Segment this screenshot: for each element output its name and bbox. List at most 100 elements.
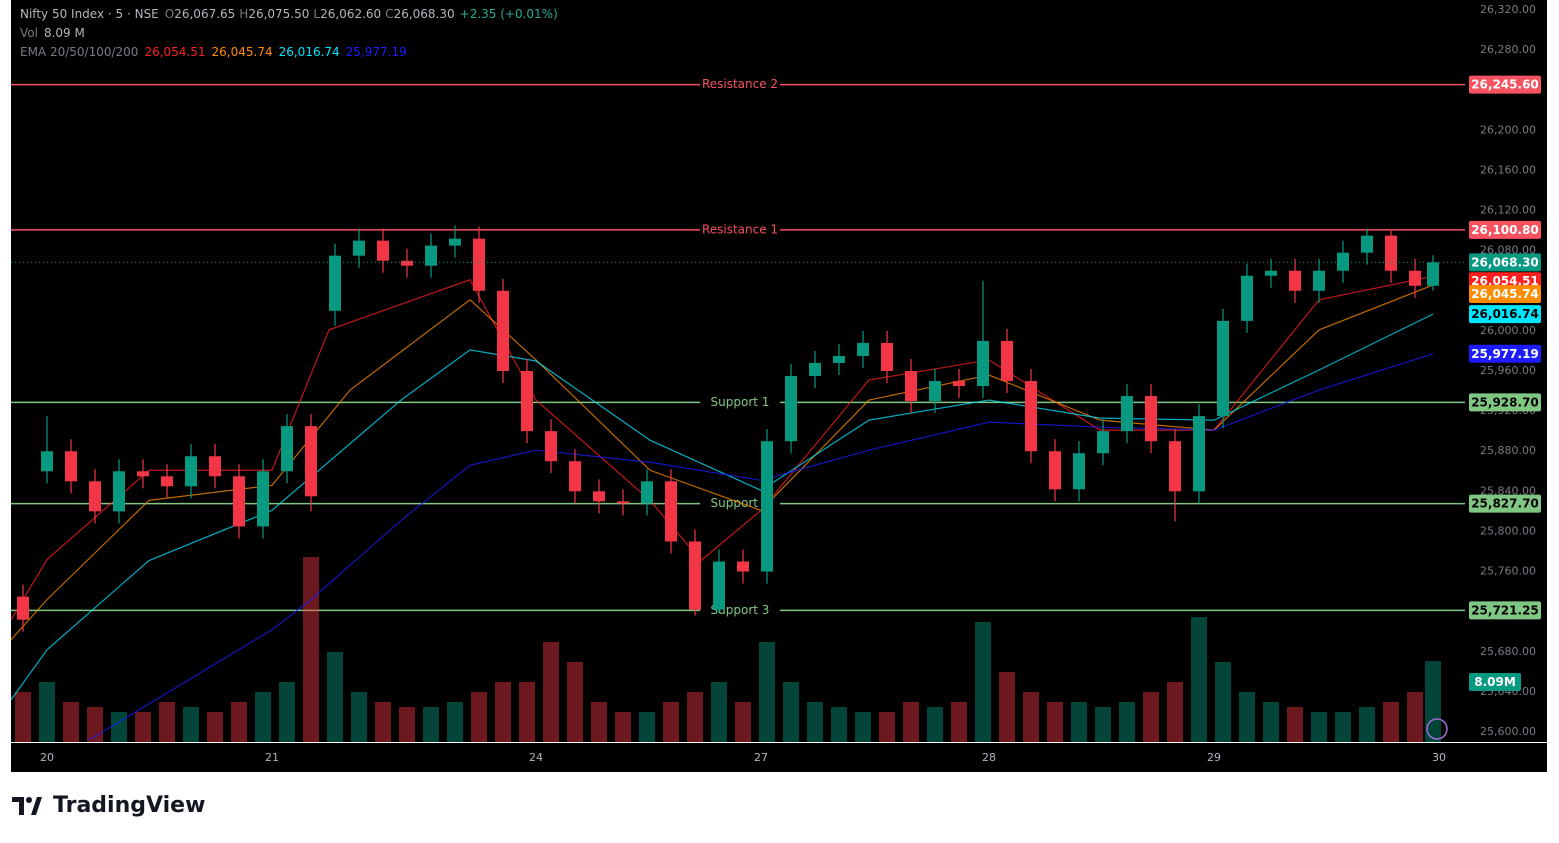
candle-body — [953, 381, 965, 387]
last-price-badge: 26,068.30 — [1471, 255, 1539, 269]
ohlc-key: H — [239, 7, 248, 21]
candle-body — [521, 371, 533, 432]
volume-bar — [903, 702, 919, 742]
level-label-bg — [700, 76, 780, 93]
candle-body — [1289, 270, 1301, 291]
candle-body — [1265, 270, 1277, 276]
candle-body — [1241, 275, 1253, 321]
level-badge: 25,928.70 — [1471, 395, 1539, 409]
y-tick-label: 25,600.00 — [1480, 725, 1536, 738]
level-badge-bg — [1469, 601, 1541, 620]
volume-bar — [735, 702, 751, 742]
candle-body — [1049, 451, 1061, 490]
tradingview-logo — [12, 797, 42, 815]
vol-value: 8.09 M — [44, 26, 85, 40]
candle-body — [1337, 252, 1349, 271]
volume-bar — [231, 702, 247, 742]
volume-bar — [711, 682, 727, 742]
level-label-bg — [700, 394, 780, 411]
volume-bar — [303, 557, 319, 742]
volume-bar — [183, 707, 199, 742]
volume-bar — [375, 702, 391, 742]
volume-badge: 8.09M — [1474, 675, 1516, 689]
volume-bar — [1095, 707, 1111, 742]
candle-body — [377, 240, 389, 261]
volume-bar — [639, 712, 655, 742]
volume-bar — [1425, 661, 1441, 742]
candle-body — [41, 451, 53, 472]
level-label: Resistance 2 — [702, 77, 778, 91]
candle-body — [1217, 320, 1229, 417]
ema-badge: 25,977.19 — [1471, 347, 1539, 361]
candle-body — [473, 238, 485, 291]
volume-line: Vol 8.09 M — [20, 26, 85, 40]
volume-bar — [399, 707, 415, 742]
candle-body — [977, 340, 989, 387]
level-label-bg — [700, 221, 780, 238]
candle-body — [1097, 431, 1109, 454]
candle-body — [1025, 381, 1037, 452]
volume-bar — [759, 642, 775, 742]
candle-body — [17, 596, 29, 620]
change: +2.35 (+0.01%) — [460, 7, 558, 21]
ema-value: 26,054.51 — [144, 45, 205, 59]
volume-bar — [471, 692, 487, 742]
level-label: Support 3 — [711, 603, 770, 617]
volume-bar — [1023, 692, 1039, 742]
volume-bar — [663, 702, 679, 742]
volume-bar — [999, 672, 1015, 742]
volume-bar — [1359, 707, 1375, 742]
candle-body — [1313, 270, 1325, 291]
candle-body — [329, 255, 341, 311]
x-tick-label: 21 — [265, 751, 279, 764]
candle-body — [233, 476, 245, 527]
plot: 25,600.0025,640.0025,680.0025,720.0025,7… — [10, 3, 1541, 764]
candle-body — [89, 481, 101, 512]
candle-body — [545, 431, 557, 462]
volume-bar — [255, 692, 271, 742]
candle-body — [593, 491, 605, 502]
candle-body — [425, 245, 437, 266]
candle-body — [905, 371, 917, 402]
candle-body — [1385, 235, 1397, 271]
volume-bar — [1335, 712, 1351, 742]
volume-bar — [111, 712, 127, 742]
volume-bar — [951, 702, 967, 742]
y-tick-label: 25,800.00 — [1480, 524, 1536, 537]
candle-body — [401, 260, 413, 266]
candle-body — [761, 441, 773, 572]
candle-body — [1169, 441, 1181, 492]
candle-body — [185, 456, 197, 487]
vol-key: Vol — [20, 26, 38, 40]
ohlc-key: L — [313, 7, 320, 21]
volume-bar — [975, 622, 991, 742]
volume-bar — [327, 652, 343, 742]
volume-bar — [63, 702, 79, 742]
volume-bar — [15, 692, 31, 742]
candle-body — [617, 501, 629, 504]
candle-body — [113, 471, 125, 512]
volume-bar — [423, 707, 439, 742]
brand: TradingView — [53, 793, 205, 818]
volume-bar — [1143, 692, 1159, 742]
level-badge-bg — [1469, 393, 1541, 412]
candle-body — [665, 481, 677, 542]
volume-bar — [1287, 707, 1303, 742]
x-tick-label: 20 — [40, 751, 54, 764]
volume-bar — [1071, 702, 1087, 742]
volume-bar — [1047, 702, 1063, 742]
ema-legend: EMA 20/50/100/200 26,054.51 26,045.74 26,01… — [20, 45, 407, 59]
volume-bar — [927, 707, 943, 742]
y-tick-label: 26,280.00 — [1480, 43, 1536, 56]
x-tick-label: 27 — [754, 751, 768, 764]
candle-body — [929, 381, 941, 402]
volume-bar — [87, 707, 103, 742]
candle-body — [857, 342, 869, 356]
volume-bar — [159, 702, 175, 742]
volume-bar — [783, 682, 799, 742]
level-badge: 25,827.70 — [1471, 497, 1539, 511]
volume-bar — [1407, 692, 1423, 742]
ema-badge-bg — [1469, 285, 1541, 304]
y-tick-label: 25,680.00 — [1480, 645, 1536, 658]
